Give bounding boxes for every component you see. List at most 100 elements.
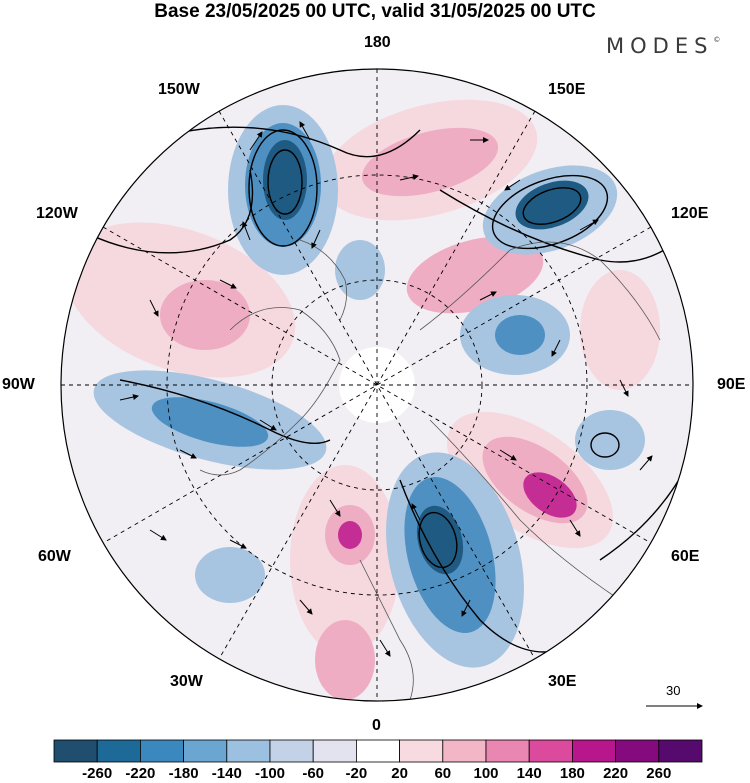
colorbar-swatch xyxy=(658,739,703,763)
lon-label-150e: 150E xyxy=(548,81,586,98)
colorbar-swatch xyxy=(615,739,660,763)
colorbar-tick-label: 140 xyxy=(516,765,542,782)
contour xyxy=(399,479,561,653)
colorbar-swatch xyxy=(442,739,487,763)
neg-anomaly-asia-east xyxy=(575,410,645,470)
contour xyxy=(491,174,609,250)
lon-label-180: 180 xyxy=(364,34,391,51)
contour xyxy=(418,511,458,569)
wind-arrow xyxy=(504,179,521,191)
colorbar-tick-label: -180 xyxy=(168,765,199,782)
reference-vector-label: 30 xyxy=(666,683,681,698)
colorbar-tick-label: 260 xyxy=(646,765,672,782)
wind-vectors xyxy=(119,121,653,657)
map-disk xyxy=(61,69,693,701)
colorbar-swatch xyxy=(399,739,444,763)
lon-label-90w: 90W xyxy=(2,376,35,393)
negative-anomalies xyxy=(93,105,645,668)
neg-anomaly-canada-core xyxy=(151,397,269,447)
contour xyxy=(248,129,318,247)
coastline-siberia xyxy=(419,241,661,341)
brand-mark: © xyxy=(713,36,721,44)
wind-arrow xyxy=(219,279,237,289)
colorbar-swatch xyxy=(96,739,141,763)
coastlines xyxy=(199,239,691,701)
colorbar-swatch xyxy=(53,739,98,763)
lon-label-120e: 120E xyxy=(671,205,709,222)
colorbar-tick-label: -140 xyxy=(211,765,242,782)
pos-anomaly-kamchatka-core xyxy=(361,127,499,197)
wind-arrow xyxy=(569,519,581,537)
meridian-120w-60e xyxy=(102,226,652,544)
brand-text: MODES xyxy=(606,34,714,58)
wind-arrow xyxy=(259,419,277,431)
contour xyxy=(439,189,691,263)
wind-arrow xyxy=(229,539,247,549)
colorbar-swatch xyxy=(226,739,271,763)
colorbar-swatch xyxy=(312,739,357,763)
wind-arrow xyxy=(551,339,561,357)
contour xyxy=(590,432,620,458)
wind-arrow xyxy=(619,379,629,397)
lon-label-30w: 30W xyxy=(170,673,203,690)
colorbar-tick-label: -20 xyxy=(345,765,368,782)
wind-arrow xyxy=(119,394,139,401)
wind-arrow xyxy=(411,503,421,521)
lon-label-60e: 60E xyxy=(671,548,700,565)
colorbar-tick-label: -60 xyxy=(302,765,325,782)
lon-label-60w: 60W xyxy=(38,548,71,565)
pos-anomaly-siberia xyxy=(406,236,544,314)
wind-arrow xyxy=(499,449,517,461)
wind-arrow xyxy=(149,299,159,317)
colorbar-tick-label: 60 xyxy=(434,765,452,782)
colorbar-tick-label: -220 xyxy=(125,765,156,782)
colorbar xyxy=(53,739,703,763)
map-border xyxy=(60,68,694,702)
wind-arrow xyxy=(461,599,471,617)
contour xyxy=(149,126,421,158)
neg-anomaly-europe-core xyxy=(416,505,464,575)
colorbar-swatch xyxy=(139,739,184,763)
meridian-150w-30e xyxy=(218,110,536,660)
wind-arrow xyxy=(379,639,391,657)
lon-label-0: 0 xyxy=(372,717,381,734)
pos-anomaly-atlantic-peak xyxy=(338,521,362,549)
neg-anomaly-north-atlantic xyxy=(195,547,265,603)
colorbar-swatch xyxy=(572,739,617,763)
height-contours xyxy=(79,126,691,653)
coastline-europe xyxy=(359,559,414,701)
meridian-150e-30w xyxy=(218,110,536,660)
lon-label-30e: 30E xyxy=(548,673,577,690)
wind-arrow xyxy=(299,599,313,615)
pos-anomaly-central-asia-core xyxy=(523,472,577,518)
pos-anomaly-alaska-core xyxy=(160,280,250,350)
lon-label-150w: 150W xyxy=(158,81,200,98)
colorbar-swatch xyxy=(528,739,573,763)
modes-logo: MODES© xyxy=(606,34,720,58)
colorbar-swatch xyxy=(355,739,400,763)
map-title: Base 23/05/2025 00 UTC, valid 31/05/2025… xyxy=(154,1,596,22)
colorbar-tick-label: -260 xyxy=(82,765,113,782)
coastline-north-america xyxy=(199,307,341,476)
colorbar-tick-label: 220 xyxy=(603,765,629,782)
lon-label-120w: 120W xyxy=(36,205,78,222)
wind-arrow xyxy=(299,121,311,141)
pos-anomaly-east-asia xyxy=(580,270,660,390)
colorbar-swatch xyxy=(485,739,530,763)
wind-arrow xyxy=(149,529,167,541)
graticule xyxy=(61,69,693,701)
contour xyxy=(119,379,331,445)
colorbar-tick-label: 20 xyxy=(391,765,408,782)
colorbar-swatch xyxy=(183,739,228,763)
wind-arrow xyxy=(242,221,251,241)
neg-anomaly-arctic xyxy=(335,240,385,300)
positive-anomalies xyxy=(64,99,660,700)
lon-label-90e: 90E xyxy=(717,376,746,393)
neg-anomaly-bering-core xyxy=(263,140,307,220)
colorbar-tick-label: 180 xyxy=(559,765,585,782)
wind-arrow xyxy=(329,499,341,517)
contour xyxy=(522,187,582,225)
colorbar-tick-label: 100 xyxy=(473,765,499,782)
wind-arrow xyxy=(249,131,263,151)
